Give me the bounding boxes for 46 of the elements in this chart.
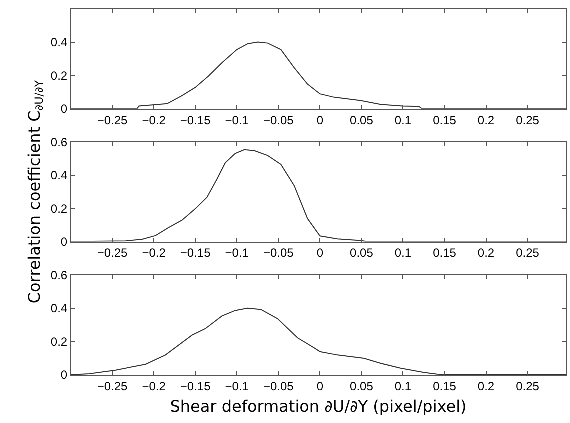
x-tick-label: 0.1 [394, 113, 412, 128]
x-tick-label: −0.15 [180, 379, 212, 394]
x-tick-label: −0.1 [225, 246, 250, 260]
x-tick-label: 0.1 [394, 379, 412, 394]
y-tick-label: 0.2 [50, 202, 68, 216]
y-tick-label: 0.4 [50, 36, 68, 50]
y-tick-label: 0.6 [50, 135, 68, 150]
x-tick-label: −0.2 [142, 246, 166, 260]
x-tick-label: 0.2 [478, 379, 495, 394]
x-tick-label: 0.1 [394, 246, 412, 260]
x-tick-label: −0.15 [180, 246, 212, 260]
x-axis-title: Shear deformation ∂U/∂Y (pixel/pixel) [170, 397, 467, 416]
x-tick-label: −0.05 [263, 113, 294, 128]
x-tick-label: 0 [316, 246, 324, 260]
y-tick-label: 0.2 [50, 334, 68, 349]
x-tick-label: 0.15 [433, 246, 457, 260]
x-tick-label: −0.25 [97, 246, 128, 260]
y-tick-label: 0.4 [50, 168, 68, 183]
y-tick-label: 0.6 [50, 268, 68, 282]
x-tick-label: −0.15 [180, 113, 212, 128]
x-tick-label: −0.1 [225, 113, 250, 128]
x-tick-label: 0.05 [350, 379, 374, 394]
y-tick-label: 0 [60, 368, 68, 382]
x-tick-label: 0.25 [516, 113, 540, 128]
x-tick-label: 0.15 [433, 379, 457, 394]
x-tick-label: 0.15 [433, 113, 457, 128]
x-tick-label: 0.05 [350, 113, 374, 128]
x-tick-label: −0.25 [97, 113, 128, 128]
x-tick-label: 0.2 [478, 246, 495, 260]
x-tick-label: −0.2 [142, 379, 166, 394]
y-tick-label: 0.2 [50, 68, 68, 83]
x-tick-label: 0.2 [478, 113, 495, 128]
x-tick-label: −0.05 [263, 246, 294, 260]
x-tick-label: 0.05 [350, 246, 374, 260]
y-tick-label: 0 [60, 234, 68, 249]
x-tick-label: −0.1 [225, 379, 250, 394]
x-tick-label: 0.25 [516, 379, 540, 394]
x-tick-label: −0.2 [142, 113, 166, 128]
x-tick-label: −0.25 [97, 379, 128, 394]
y-tick-label: 0.4 [50, 302, 68, 316]
x-tick-label: 0 [316, 113, 324, 128]
line-series [71, 308, 566, 375]
x-tick-label: −0.05 [263, 379, 294, 394]
y-tick-label: 0 [60, 102, 68, 116]
x-tick-label: 0.25 [516, 246, 540, 260]
x-tick-label: 0 [316, 379, 324, 394]
